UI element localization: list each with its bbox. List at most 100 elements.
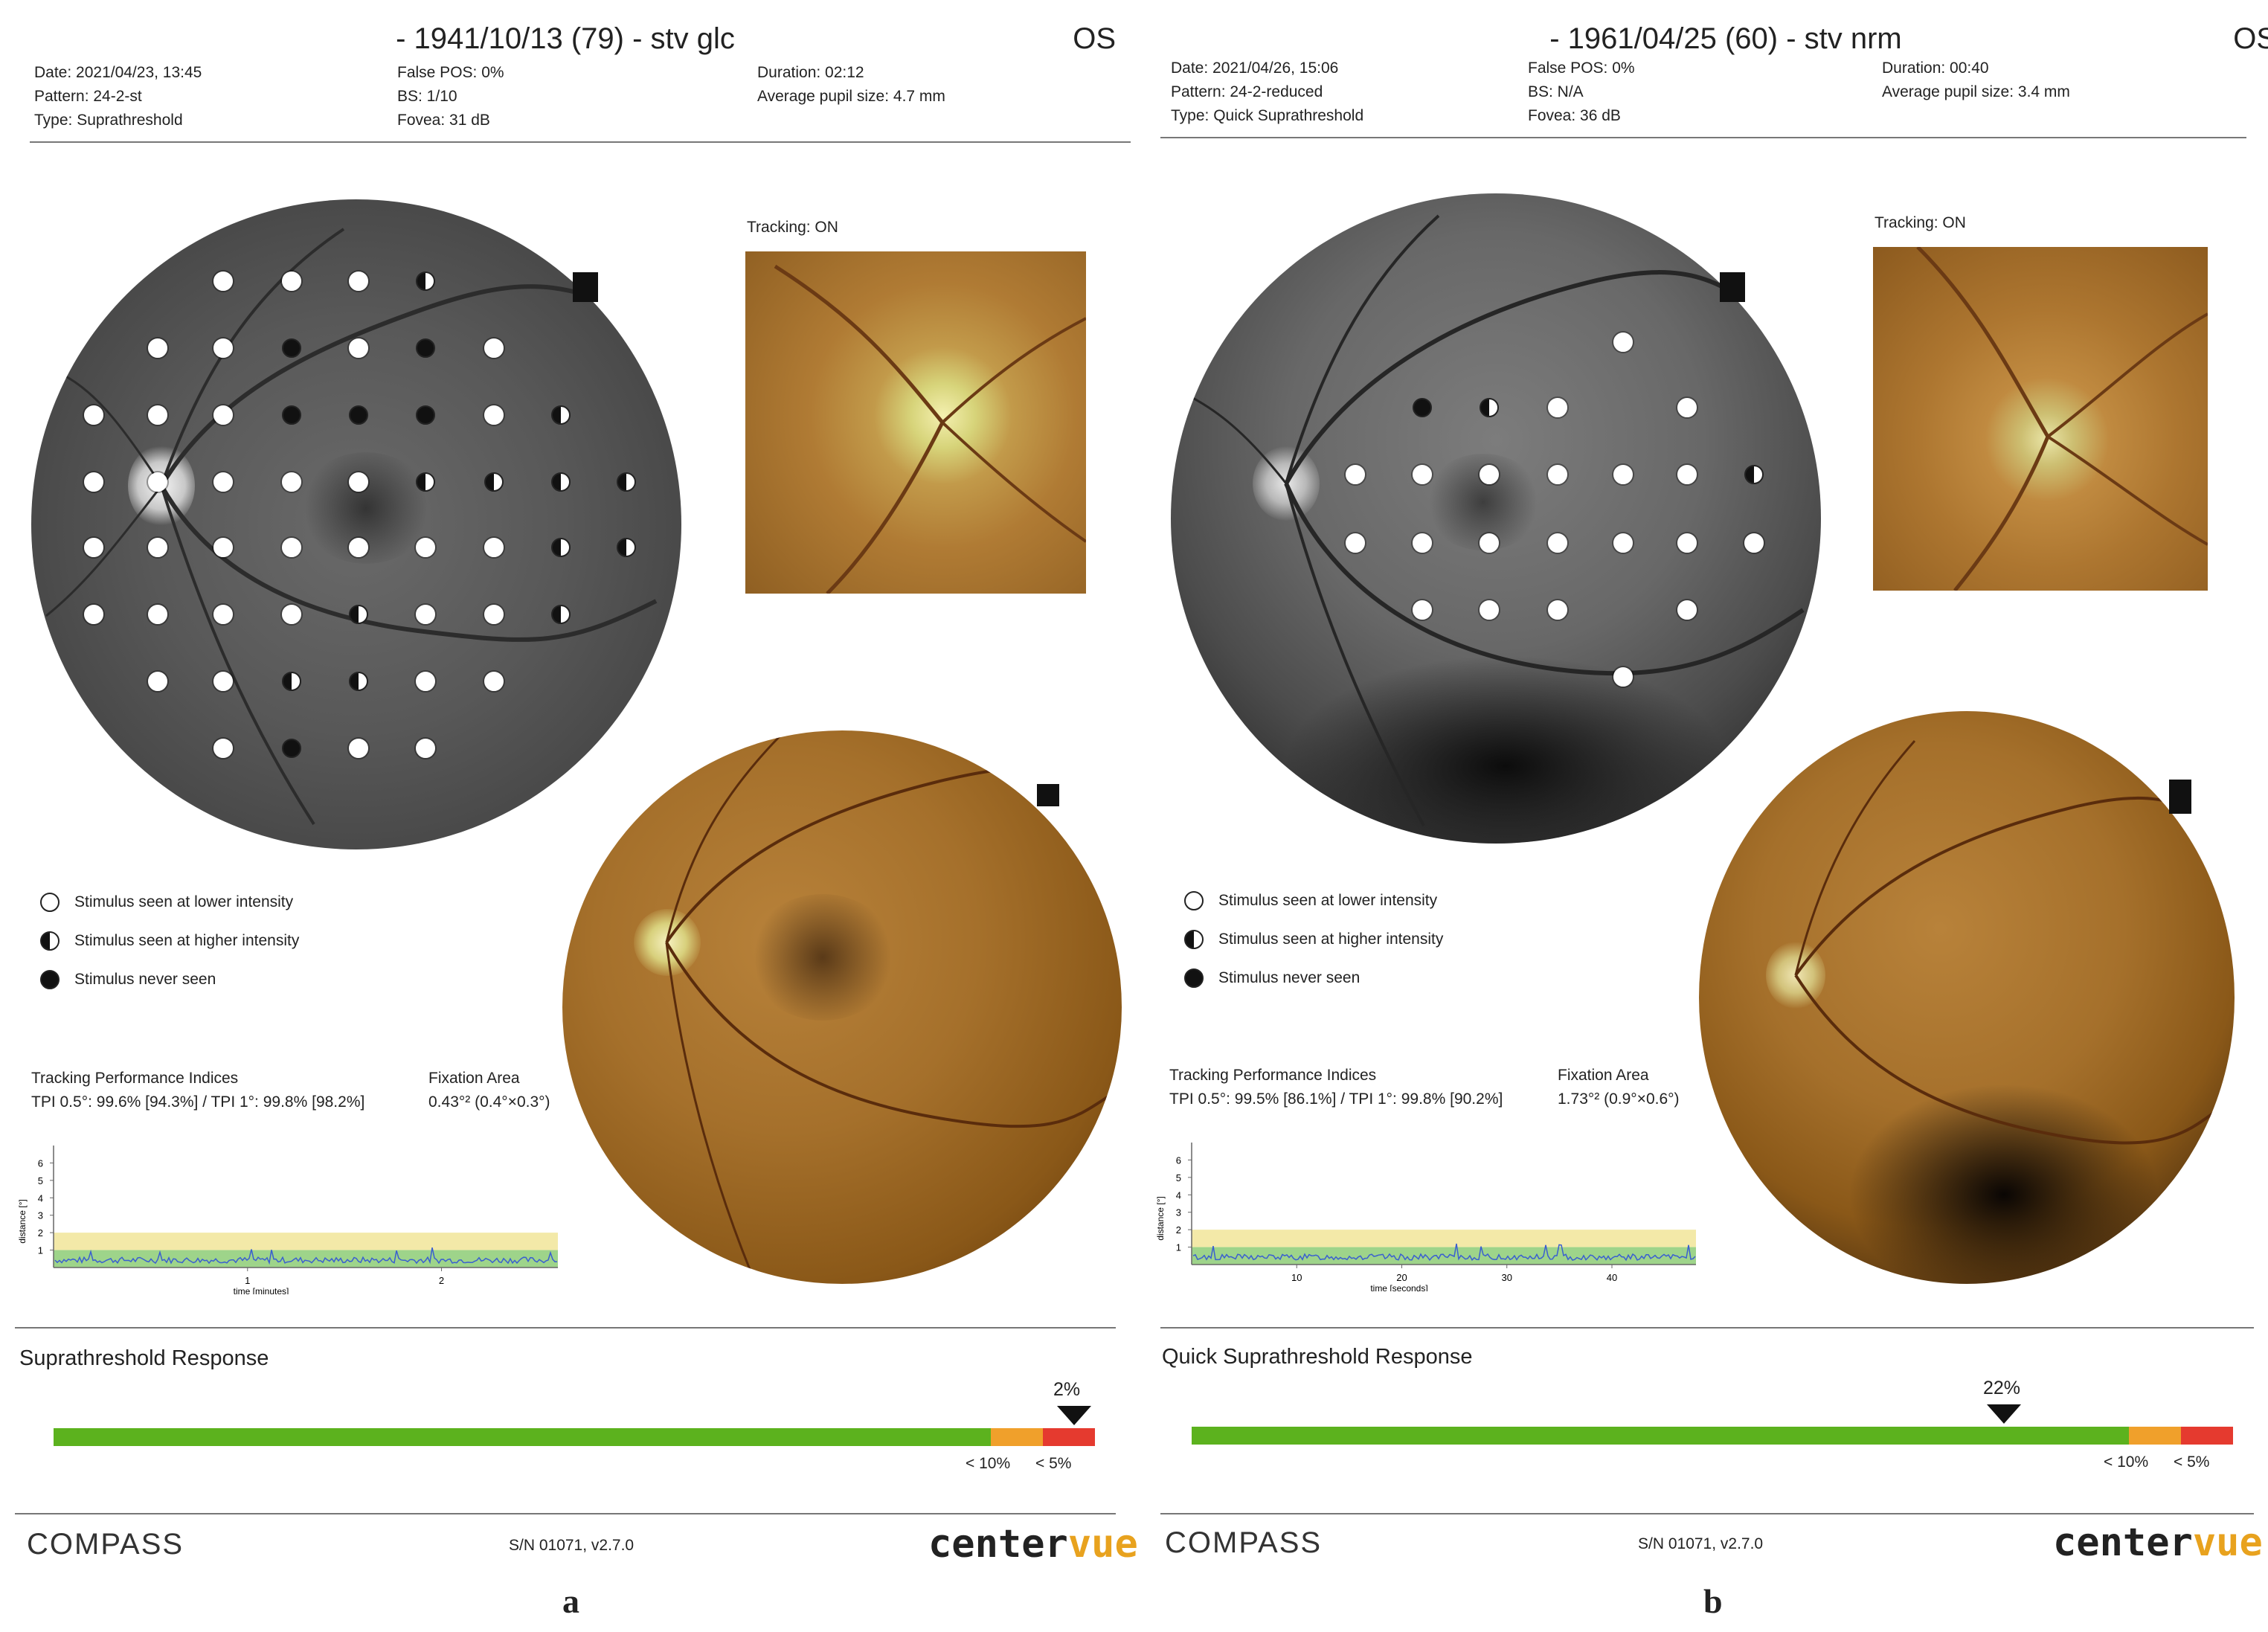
info-fovea: Fovea: 31 dB — [397, 112, 490, 129]
x-tick-label: 20 — [1396, 1272, 1407, 1283]
fixation-values: 0.43°² (0.4°×0.3°) — [428, 1093, 550, 1111]
stimulus-seen-lower — [1677, 398, 1697, 417]
stimulus-seen-lower — [213, 538, 233, 557]
info-date: Date: 2021/04/26, 15:06 — [1171, 60, 1339, 77]
report-panel-b: - 1961/04/25 (60) - stv nrm OS Date: 202… — [1155, 0, 2268, 1632]
stimulus-seen-lower — [148, 672, 167, 691]
stimulus-never-seen — [282, 739, 301, 758]
response-marker-icon — [1057, 1406, 1091, 1425]
stimulus-seen-higher — [349, 672, 368, 691]
info-col-1: Date: 2021/04/23, 13:45 Pattern: 24-2-st… — [34, 61, 202, 132]
color-fundus-image — [1699, 711, 2235, 1284]
stimulus-seen-lower — [416, 605, 435, 624]
compass-brand: COMPASS — [27, 1528, 184, 1561]
stimulus-seen-lower — [213, 338, 233, 358]
stimulus-seen-higher — [484, 472, 504, 492]
retinal-vessels — [1794, 740, 2235, 1145]
x-tick-label: 1 — [245, 1275, 250, 1286]
stimulus-seen-lower — [282, 605, 301, 624]
corner-marker — [2169, 780, 2191, 814]
response-bar-green — [1192, 1427, 2129, 1445]
stimulus-seen-lower — [1613, 465, 1633, 484]
info-col-1: Date: 2021/04/26, 15:06 Pattern: 24-2-re… — [1171, 57, 1363, 128]
stimulus-seen-lower — [1480, 600, 1499, 620]
threshold-label-10: < 10% — [966, 1455, 1011, 1472]
stimulus-seen-lower — [484, 405, 504, 425]
stimulus-seen-lower — [1480, 465, 1499, 484]
response-title: Quick Suprathreshold Response — [1162, 1345, 1473, 1369]
stimulus-seen-lower — [148, 538, 167, 557]
half-circle-icon — [1184, 930, 1204, 949]
response-bar-orange — [991, 1428, 1043, 1446]
section-divider — [1160, 1327, 2254, 1329]
stimulus-seen-lower — [416, 739, 435, 758]
header-divider — [1160, 137, 2246, 138]
legend-label: Stimulus seen at lower intensity — [74, 893, 294, 910]
legend-never-seen: Stimulus never seen — [40, 970, 216, 989]
fixation-trace — [54, 1247, 557, 1265]
response-value: 22% — [1983, 1378, 2021, 1398]
stimulus-seen-higher — [349, 605, 368, 624]
info-type: Type: Quick Suprathreshold — [1171, 107, 1364, 124]
legend-label: Stimulus never seen — [74, 971, 216, 988]
threshold-label-5: < 5% — [2174, 1453, 2210, 1471]
stimulus-never-seen — [282, 405, 301, 425]
stimulus-seen-lower — [349, 338, 368, 358]
fixation-distance-chart: 6 5 4 3 2 1 10 20 30 40 time [seconds] distance [°] — [1155, 1143, 1696, 1291]
stimulus-seen-lower — [484, 605, 504, 624]
stimulus-seen-lower — [1677, 533, 1697, 553]
y-tick-label: 5 — [38, 1175, 43, 1186]
info-col-3: Duration: 02:12 Average pupil size: 4.7 … — [757, 61, 945, 109]
footer-divider — [15, 1513, 1116, 1514]
stimulus-seen-lower — [1346, 465, 1365, 484]
legend-label: Stimulus seen at lower intensity — [1218, 892, 1438, 909]
stimulus-seen-higher — [617, 472, 636, 492]
info-pattern: Pattern: 24-2-reduced — [1171, 83, 1323, 100]
info-type: Type: Suprathreshold — [34, 112, 183, 129]
centervue-logo: centervue — [2053, 1520, 2263, 1565]
stimulus-never-seen — [349, 405, 368, 425]
corner-marker — [1720, 272, 1745, 302]
stimulus-seen-lower — [282, 472, 301, 492]
panel-letter: b — [1703, 1582, 1723, 1620]
info-col-2: False POS: 0% BS: 1/10 Fovea: 31 dB — [397, 61, 504, 132]
tracking-photo — [1873, 247, 2208, 591]
stimulus-never-seen — [1413, 398, 1432, 417]
stimulus-seen-lower — [1413, 600, 1432, 620]
stimulus-seen-lower — [213, 739, 233, 758]
stimulus-seen-lower — [148, 338, 167, 358]
eye-label: OS — [1073, 22, 1116, 55]
photo-vessels — [1916, 247, 2208, 591]
stimulus-seen-higher — [551, 472, 571, 492]
x-tick-label: 10 — [1291, 1272, 1302, 1283]
stimulus-seen-higher — [282, 672, 301, 691]
tpi-title: Tracking Performance Indices — [31, 1070, 239, 1087]
threshold-label-10: < 10% — [2104, 1453, 2149, 1471]
stimulus-seen-lower — [213, 405, 233, 425]
threshold-label-5: < 5% — [1035, 1455, 1072, 1472]
patient-title: - 1961/04/25 (60) - stv nrm — [1549, 22, 1902, 55]
retinal-vessels — [665, 730, 1122, 1284]
stimulus-seen-lower — [1613, 667, 1633, 687]
infrared-fundus-image — [1171, 193, 1821, 844]
info-bs: BS: N/A — [1528, 83, 1584, 100]
legend-higher-intensity: Stimulus seen at higher intensity — [40, 931, 299, 951]
legend-label: Stimulus never seen — [1218, 969, 1361, 986]
y-tick-label: 6 — [38, 1157, 43, 1169]
stimulus-seen-lower — [1548, 465, 1567, 484]
corner-marker — [1037, 784, 1059, 806]
response-bar-red — [1043, 1428, 1095, 1446]
footer-divider — [1160, 1513, 2254, 1514]
stimulus-seen-lower — [1677, 600, 1697, 620]
stimulus-never-seen — [416, 405, 435, 425]
y-tick-label: 4 — [38, 1192, 43, 1204]
info-duration: Duration: 00:40 — [1882, 60, 1989, 77]
fixation-values: 1.73°² (0.9°×0.6°) — [1558, 1090, 1680, 1108]
color-fundus-image — [562, 730, 1122, 1284]
stimulus-seen-lower — [1413, 465, 1432, 484]
y-tick-label: 2 — [38, 1227, 43, 1239]
y-tick-label: 2 — [1176, 1224, 1181, 1236]
legend-label: Stimulus seen at higher intensity — [1218, 931, 1444, 948]
info-date: Date: 2021/04/23, 13:45 — [34, 64, 202, 81]
stimulus-seen-lower — [84, 472, 103, 492]
